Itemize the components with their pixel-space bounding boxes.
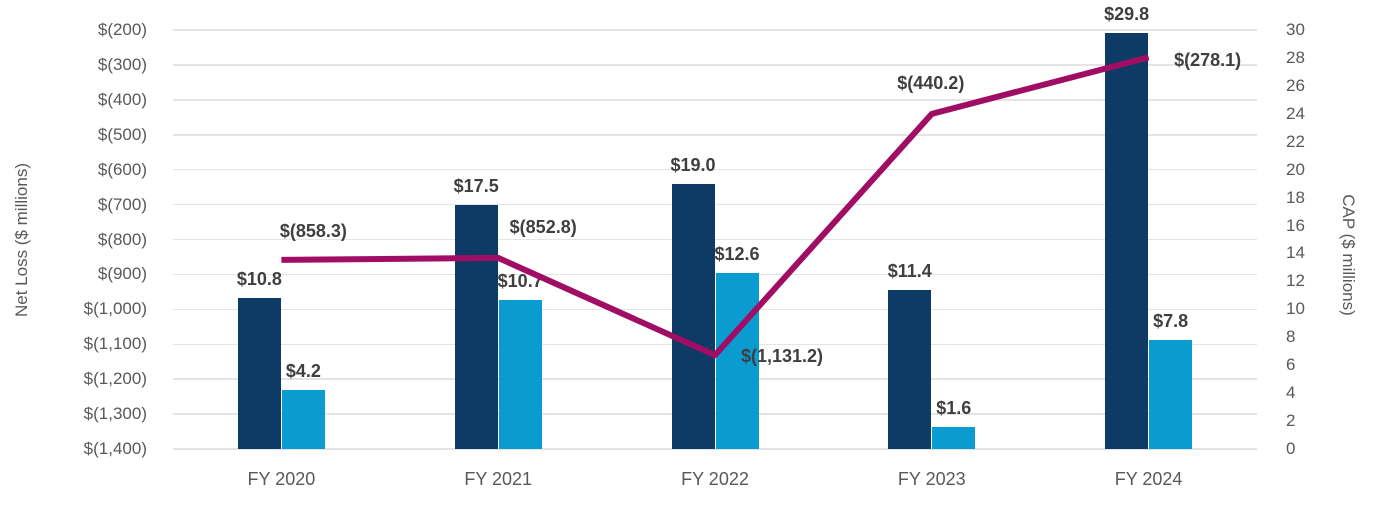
gridline — [173, 134, 1257, 136]
left-axis-tick-label: $(1,100) — [83, 334, 147, 354]
right-axis-tick-label: 18 — [1286, 187, 1305, 207]
gridline — [173, 64, 1257, 66]
left-axis-tick-label: $(400) — [97, 89, 147, 109]
line-value-label: $(1,131.2) — [740, 346, 824, 367]
bar-value-label: $10.7 — [497, 270, 543, 291]
bar-light-fy-2020 — [281, 390, 325, 449]
gridline — [173, 378, 1257, 380]
left-axis-tick-label: $(600) — [97, 159, 147, 179]
right-axis-tick-label: 2 — [1286, 411, 1296, 431]
right-axis-tick-label: 14 — [1286, 243, 1305, 263]
bar-value-label: $10.8 — [236, 269, 282, 290]
right-axis-tick-label: 20 — [1286, 159, 1305, 179]
bar-value-label: $17.5 — [453, 175, 499, 196]
gridline — [173, 413, 1257, 415]
bar-dark-fy-2024 — [1105, 32, 1149, 449]
category-label-fy-2023: FY 2023 — [897, 469, 966, 489]
category-label-fy-2024: FY 2024 — [1114, 469, 1183, 489]
left-axis-tick-label: $(900) — [97, 264, 147, 284]
bar-value-label: $4.2 — [285, 361, 321, 382]
left-axis-tick-label: $(700) — [97, 194, 147, 214]
gridline — [173, 448, 1257, 450]
right-axis-tick-label: 30 — [1286, 20, 1305, 39]
left-axis-tick-label: $(500) — [97, 124, 147, 144]
right-axis-tick-label: 10 — [1286, 299, 1305, 319]
right-axis-tick-label: 12 — [1286, 271, 1305, 291]
line-value-label: $(858.3) — [279, 220, 347, 241]
left-axis-tick-label: $(1,000) — [83, 299, 147, 319]
gridline — [173, 99, 1257, 101]
left-axis-tick-label: $(800) — [97, 229, 147, 249]
bar-light-fy-2021 — [498, 299, 542, 449]
left-axis-tick-label: $(1,300) — [83, 404, 147, 424]
bar-value-label: $1.6 — [936, 397, 972, 418]
category-label-fy-2021: FY 2021 — [464, 469, 533, 489]
right-axis-tick-label: 0 — [1286, 439, 1296, 458]
bar-value-label: $29.8 — [1104, 3, 1150, 24]
right-axis-tick-label: 26 — [1286, 75, 1305, 95]
line-value-label: $(278.1) — [1174, 50, 1242, 71]
right-axis-tick-label: 4 — [1286, 383, 1296, 403]
left-axis-title: Net Loss ($ millions) — [12, 163, 31, 317]
right-axis-tick-label: 6 — [1286, 355, 1296, 375]
left-axis-tick-label: $(1,400) — [83, 439, 147, 458]
bar-light-fy-2023 — [932, 426, 976, 449]
left-axis-tick-label: $(1,200) — [83, 369, 147, 389]
right-axis-tick-label: 28 — [1286, 47, 1305, 67]
gridline — [173, 29, 1257, 31]
line-value-label: $(440.2) — [897, 72, 965, 93]
bar-dark-fy-2020 — [237, 298, 281, 449]
right-axis-tick-label: 22 — [1286, 131, 1305, 151]
left-axis-tick-label: $(200) — [97, 20, 147, 39]
gridline — [173, 203, 1257, 206]
category-label-fy-2022: FY 2022 — [681, 469, 749, 489]
line-value-label: $(852.8) — [509, 216, 577, 237]
bar-dark-fy-2022 — [671, 183, 715, 449]
right-axis-title: CAP ($ millions) — [1339, 194, 1358, 316]
left-axis-tick-label: $(300) — [97, 54, 147, 74]
bar-value-label: $12.6 — [714, 244, 760, 265]
bar-light-fy-2024 — [1149, 340, 1193, 449]
bar-value-label: $7.8 — [1153, 311, 1189, 332]
bar-value-label: $19.0 — [670, 154, 716, 175]
category-label-fy-2020: FY 2020 — [247, 469, 316, 489]
right-axis-tick-label: 24 — [1286, 103, 1305, 123]
bar-dark-fy-2023 — [888, 289, 932, 449]
right-axis-tick-label: 16 — [1286, 215, 1305, 235]
right-axis-tick-label: 8 — [1286, 327, 1296, 347]
bar-value-label: $11.4 — [887, 260, 932, 281]
bar-dark-fy-2021 — [454, 204, 498, 449]
